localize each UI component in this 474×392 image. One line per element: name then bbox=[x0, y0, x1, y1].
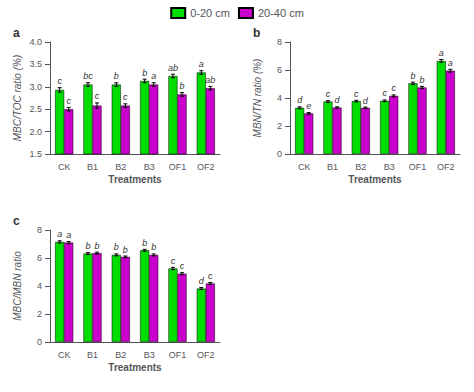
svg-text:b: b bbox=[114, 71, 119, 81]
svg-text:b: b bbox=[420, 75, 425, 85]
svg-text:c: c bbox=[391, 83, 396, 93]
svg-text:Treatments: Treatments bbox=[108, 362, 162, 373]
svg-text:e: e bbox=[306, 101, 311, 111]
svg-text:OF2: OF2 bbox=[437, 162, 455, 172]
svg-text:4: 4 bbox=[277, 93, 282, 103]
svg-text:Treatments: Treatments bbox=[348, 174, 402, 185]
svg-text:CK: CK bbox=[58, 350, 71, 360]
svg-text:c: c bbox=[123, 92, 128, 102]
svg-text:b: b bbox=[151, 242, 156, 252]
svg-text:c: c bbox=[13, 214, 20, 228]
svg-text:8: 8 bbox=[277, 37, 282, 47]
svg-text:OF2: OF2 bbox=[197, 350, 215, 360]
svg-text:2.5: 2.5 bbox=[29, 104, 42, 114]
svg-text:c: c bbox=[66, 96, 71, 106]
svg-text:MBC/MBN ratio: MBC/MBN ratio bbox=[12, 251, 23, 321]
svg-text:c: c bbox=[382, 88, 387, 98]
svg-text:B2: B2 bbox=[115, 350, 126, 360]
svg-text:b: b bbox=[142, 68, 147, 78]
svg-text:2: 2 bbox=[37, 309, 42, 319]
svg-text:a: a bbox=[151, 71, 156, 81]
svg-text:B3: B3 bbox=[144, 162, 155, 172]
svg-text:a: a bbox=[439, 48, 444, 58]
svg-text:a: a bbox=[57, 229, 62, 239]
svg-text:bc: bc bbox=[83, 71, 93, 81]
svg-text:b: b bbox=[253, 26, 260, 40]
svg-text:2.0: 2.0 bbox=[29, 127, 42, 137]
svg-text:b: b bbox=[114, 242, 119, 252]
svg-text:d: d bbox=[363, 96, 369, 106]
svg-text:c: c bbox=[326, 89, 331, 99]
svg-text:a: a bbox=[66, 230, 71, 240]
svg-text:MBC/TOC ratio (%): MBC/TOC ratio (%) bbox=[12, 55, 23, 142]
svg-text:B1: B1 bbox=[87, 162, 98, 172]
svg-text:B2: B2 bbox=[355, 162, 366, 172]
svg-text:b: b bbox=[123, 245, 128, 255]
svg-text:MBN/TN ratio (%): MBN/TN ratio (%) bbox=[252, 59, 263, 138]
svg-text:4: 4 bbox=[37, 281, 42, 291]
svg-text:1.5: 1.5 bbox=[29, 149, 42, 159]
svg-text:B2: B2 bbox=[115, 162, 126, 172]
svg-text:b: b bbox=[95, 241, 100, 251]
svg-text:a: a bbox=[448, 58, 453, 68]
svg-text:3.5: 3.5 bbox=[29, 59, 42, 69]
svg-text:a: a bbox=[199, 59, 204, 69]
svg-text:CK: CK bbox=[58, 162, 71, 172]
svg-text:6: 6 bbox=[37, 253, 42, 263]
svg-text:8: 8 bbox=[37, 225, 42, 235]
svg-text:OF2: OF2 bbox=[197, 162, 215, 172]
svg-text:c: c bbox=[354, 89, 359, 99]
svg-text:0: 0 bbox=[37, 337, 42, 347]
svg-text:b: b bbox=[85, 241, 90, 251]
svg-text:CK: CK bbox=[298, 162, 311, 172]
svg-text:B1: B1 bbox=[87, 350, 98, 360]
svg-text:B1: B1 bbox=[327, 162, 338, 172]
svg-text:20-40 cm: 20-40 cm bbox=[258, 7, 304, 19]
svg-text:c: c bbox=[95, 91, 100, 101]
svg-text:d: d bbox=[297, 95, 303, 105]
svg-text:ab: ab bbox=[168, 63, 178, 73]
svg-text:c: c bbox=[208, 271, 213, 281]
svg-text:2: 2 bbox=[277, 121, 282, 131]
svg-text:6: 6 bbox=[277, 65, 282, 75]
svg-text:B3: B3 bbox=[144, 350, 155, 360]
svg-text:OF1: OF1 bbox=[409, 162, 427, 172]
svg-text:0: 0 bbox=[277, 149, 282, 159]
svg-text:3.0: 3.0 bbox=[29, 82, 42, 92]
svg-text:a: a bbox=[13, 26, 20, 40]
svg-text:d: d bbox=[335, 95, 341, 105]
svg-text:b: b bbox=[142, 238, 147, 248]
svg-text:Treatments: Treatments bbox=[108, 174, 162, 185]
svg-text:ab: ab bbox=[205, 75, 215, 85]
svg-text:OF1: OF1 bbox=[169, 350, 187, 360]
svg-text:0-20 cm: 0-20 cm bbox=[190, 7, 230, 19]
svg-text:OF1: OF1 bbox=[169, 162, 187, 172]
svg-text:d: d bbox=[199, 276, 205, 286]
svg-text:b: b bbox=[180, 81, 185, 91]
svg-text:B3: B3 bbox=[384, 162, 395, 172]
svg-text:4.0: 4.0 bbox=[29, 37, 42, 47]
svg-text:b: b bbox=[410, 71, 415, 81]
svg-text:c: c bbox=[57, 76, 62, 86]
svg-text:c: c bbox=[171, 256, 176, 266]
svg-text:c: c bbox=[180, 261, 185, 271]
